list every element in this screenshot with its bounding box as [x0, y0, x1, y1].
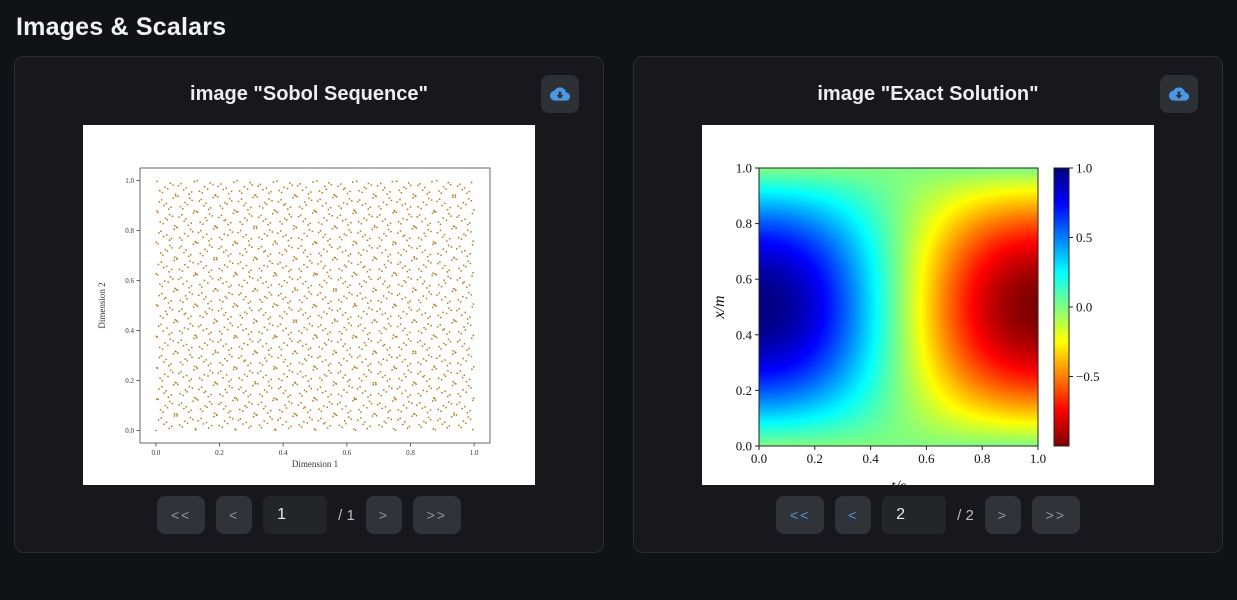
pagination: << < / 2 > >> [634, 496, 1222, 534]
page-total-label: / 1 [338, 506, 355, 524]
last-page-button[interactable]: >> [412, 496, 461, 534]
figure-sobol-sequence [83, 125, 535, 485]
page-title: Images & Scalars [16, 13, 227, 41]
last-page-button[interactable]: >> [1031, 496, 1080, 534]
card-header: image "Exact Solution" [634, 75, 1222, 115]
card-title: image "Exact Solution" [817, 83, 1039, 105]
next-page-button[interactable]: > [984, 496, 1021, 534]
prev-page-button[interactable]: < [835, 496, 872, 534]
prev-page-button[interactable]: < [216, 496, 253, 534]
pagination: << < / 1 > >> [15, 496, 603, 534]
next-page-button[interactable]: > [365, 496, 402, 534]
exact-solution-canvas [702, 125, 1154, 485]
cloud-download-icon [550, 87, 570, 101]
image-card-exact-solution: image "Exact Solution" << < / 2 > >> [633, 56, 1223, 553]
sobol-sequence-canvas [83, 125, 535, 485]
cloud-download-icon [1169, 87, 1189, 101]
card-header: image "Sobol Sequence" [15, 75, 603, 115]
image-card-sobol-sequence: image "Sobol Sequence" << < / 1 > >> [14, 56, 604, 553]
page-number-input[interactable] [882, 496, 947, 534]
download-button[interactable] [541, 75, 579, 113]
download-button[interactable] [1160, 75, 1198, 113]
cards-row: image "Sobol Sequence" << < / 1 > >> ima… [14, 56, 1223, 553]
first-page-button[interactable]: << [157, 496, 206, 534]
card-title: image "Sobol Sequence" [190, 83, 428, 105]
figure-exact-solution [702, 125, 1154, 485]
page-number-input[interactable] [263, 496, 328, 534]
first-page-button[interactable]: << [776, 496, 825, 534]
page-total-label: / 2 [957, 506, 974, 524]
